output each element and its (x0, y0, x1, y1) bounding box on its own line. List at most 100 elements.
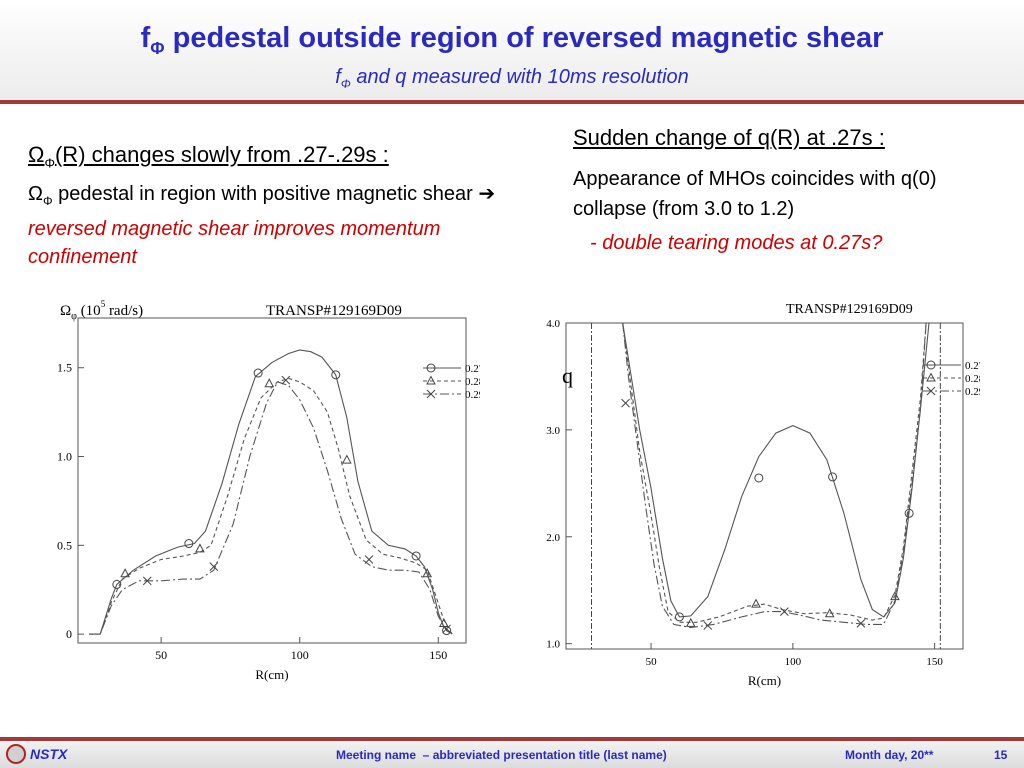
series-line-0.27s (89, 349, 453, 635)
title-f: f (140, 22, 151, 54)
plot-series-group (89, 349, 453, 636)
y-axis-label: q (562, 363, 573, 388)
y-tick-label: 0 (66, 627, 72, 641)
series-marker-0.27s (112, 579, 122, 589)
right-note: - double tearing modes at 0.27s? (590, 232, 883, 254)
legend-marker-0.28s (426, 375, 436, 385)
series-marker-0.28s (824, 608, 835, 618)
left-heading: ΩΦ(R) changes slowly from .27-.29s : (28, 142, 389, 170)
legend-marker-0.29s (926, 386, 936, 396)
left-body: ΩΦ pedestal in region with positive magn… (28, 180, 538, 271)
plot-frame (77, 317, 467, 644)
series-marker-0.28s (195, 543, 205, 553)
omega-profile-chart: 50 100 150 0 0.5 1.0 1.5 0.27s0.28s0.29s TRANSP#… (57, 299, 480, 682)
y-tick-label: 1.0 (546, 639, 560, 651)
x-axis-label: R(cm) (748, 673, 781, 688)
series-marker-0.29s (621, 398, 630, 408)
slide-title: fΦ pedestal outside region of reversed m… (0, 22, 1024, 59)
series-marker-0.28s (685, 617, 696, 627)
y-axis-label: Ωφ (105 rad/s) (60, 299, 143, 322)
legend-label-0.29s: 0.29s (965, 386, 980, 398)
x-tick-label: 150 (429, 648, 447, 662)
x-tick-label: 150 (926, 656, 943, 668)
legend-label-0.28s: 0.28s (465, 376, 480, 388)
series-marker-0.27s (828, 472, 838, 482)
left-heading-phi: Φ (44, 155, 55, 171)
y-label-base: (10 (77, 303, 101, 319)
series-line-0.29s (89, 381, 453, 635)
series-marker-0.28s (341, 454, 352, 464)
title-phi: Φ (150, 37, 165, 58)
footer-meeting: Meeting name – abbreviated presentation … (336, 748, 667, 762)
series-marker-0.29s (209, 562, 219, 571)
x-tick-label: 100 (291, 648, 309, 662)
footer-divider (0, 737, 1024, 741)
x-tick-label: 50 (155, 648, 167, 662)
series-marker-0.27s (253, 368, 263, 378)
series-marker-0.29s (142, 576, 152, 586)
slide-footer: NSTX Meeting name – abbreviated presenta… (0, 741, 1024, 768)
y-tick-label: 0.5 (57, 538, 72, 552)
legend-marker-0.29s (426, 389, 436, 399)
series-marker-0.29s (703, 621, 713, 630)
left-body-phi: Φ (42, 194, 53, 208)
right-heading: Sudden change of q(R) at .27s : (573, 125, 885, 150)
chart-annotation: TRANSP#129169D09 (266, 303, 402, 319)
nstx-logo-icon (6, 744, 26, 764)
left-body-text: pedestal in region with positive magneti… (52, 183, 479, 205)
y-tick-label: 4.0 (546, 318, 560, 330)
slide-header (0, 0, 1024, 100)
series-marker-0.27s (184, 539, 194, 549)
x-tick-label: 100 (785, 656, 802, 668)
series-line-0.29s (622, 323, 927, 629)
q-profile-chart: 50 100 150 1.0 2.0 3.0 4.0 0.27s0.28s0.29s TRANS… (546, 302, 980, 688)
series-line-0.27s (622, 323, 930, 618)
legend-marker-0.27s (926, 360, 936, 370)
legend-marker-0.27s (426, 363, 436, 373)
series-line-0.28s (89, 377, 453, 635)
legend-label-0.29s: 0.29s (465, 389, 480, 401)
y-tick-label: 1.0 (57, 450, 72, 464)
series-marker-0.27s (754, 473, 764, 483)
left-body-omega: Ω (28, 183, 43, 205)
series-marker-0.28s (751, 598, 761, 608)
series-marker-0.29s (442, 624, 451, 634)
left-heading-omega: Ω (28, 142, 45, 167)
series-marker-0.27s (331, 370, 341, 380)
slide-subtitle: fΦ and q measured with 10ms resolution (0, 66, 1024, 91)
left-heading-text: (R) changes slowly from .27-.29s : (54, 142, 389, 167)
logo-text: NSTX (30, 746, 68, 762)
series-marker-0.28s (264, 378, 275, 388)
series-marker-0.29s (364, 555, 374, 564)
y-label-unit: rad/s) (105, 303, 143, 319)
series-marker-0.27s (411, 551, 421, 561)
subtitle-text: and q measured with 10ms resolution (350, 66, 689, 88)
legend-marker-0.28s (926, 372, 936, 382)
header-divider (0, 100, 1024, 104)
right-arrow-icon: ➔ (478, 183, 496, 205)
y-tick-label: 1.5 (57, 361, 72, 375)
series-marker-0.28s (422, 568, 433, 578)
title-text: pedestal outside region of reversed magn… (164, 22, 884, 54)
legend-label-0.27s: 0.27s (965, 360, 980, 372)
right-body: Appearance of MHOs coincides with q(0) c… (573, 168, 937, 220)
chart-annotation: TRANSP#129169D09 (786, 302, 913, 317)
x-tick-label: 50 (646, 656, 658, 668)
plot-frame (565, 322, 964, 650)
left-body-emphasis: reversed magnetic shear improves momentu… (28, 218, 441, 268)
subtitle-phi: Φ (340, 77, 351, 91)
y-label-phi: φ (71, 311, 77, 322)
y-tick-label: 3.0 (546, 425, 560, 437)
footer-date: Month day, 20** (845, 748, 934, 762)
legend-label-0.27s: 0.27s (465, 363, 480, 375)
y-label-exponent: 5 (101, 299, 106, 309)
series-marker-0.28s (120, 568, 130, 578)
legend-label-0.28s: 0.28s (965, 373, 980, 385)
plot-series-group (621, 323, 930, 630)
x-axis-label: R(cm) (255, 667, 288, 682)
series-marker-0.29s (281, 375, 291, 385)
series-marker-0.29s (856, 618, 866, 628)
series-marker-0.29s (779, 607, 789, 616)
series-line-0.28s (622, 323, 927, 623)
page-number: 15 (994, 748, 1008, 762)
